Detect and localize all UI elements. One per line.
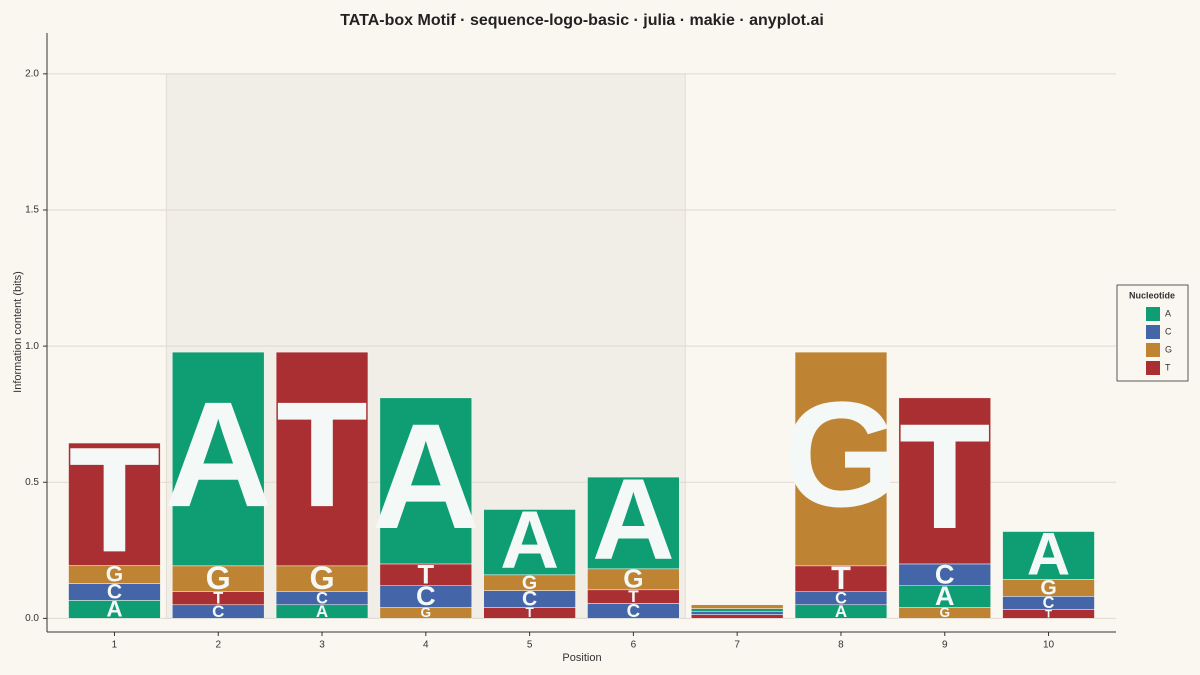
x-tick-label: 1 xyxy=(112,640,118,651)
logo-letter: T xyxy=(69,415,161,583)
logo-segment xyxy=(172,351,265,567)
logo-letter: T xyxy=(525,605,534,620)
logo-letter: G xyxy=(106,562,123,587)
logo-segment xyxy=(794,565,888,592)
logo-letter: A xyxy=(835,602,847,621)
y-tick-label: 0.0 xyxy=(25,613,39,624)
legend-label: T xyxy=(1165,362,1171,372)
logo-letter: G xyxy=(1040,577,1056,600)
legend-swatch xyxy=(1146,343,1160,357)
logo-letter: A xyxy=(935,580,955,611)
logo-segment xyxy=(691,604,784,609)
logo-segment xyxy=(691,611,784,615)
y-axis-label: Information content (bits) xyxy=(12,271,24,393)
legend-swatch xyxy=(1146,307,1160,321)
logo-letter: C xyxy=(107,581,122,604)
logo-letter: G xyxy=(783,370,900,538)
y-tick-label: 1.0 xyxy=(25,341,39,352)
x-tick-label: 6 xyxy=(631,640,637,651)
logo-segment xyxy=(68,442,161,566)
legend-label: A xyxy=(1165,308,1171,318)
logo-letter: C xyxy=(316,589,328,607)
logo-letter: C xyxy=(416,580,436,611)
logo-letter: T xyxy=(899,392,991,560)
logo-segment xyxy=(172,565,265,592)
logo-letter: A xyxy=(1027,520,1070,587)
x-axis-label: Position xyxy=(562,652,601,664)
logo-letter: C xyxy=(212,602,224,621)
logo-segment xyxy=(483,509,576,576)
x-tick-label: 8 xyxy=(838,640,844,651)
logo-letter: C xyxy=(835,589,847,607)
logo-letter: T xyxy=(628,587,639,606)
logo-letter: G xyxy=(939,605,950,620)
logo-letter: T xyxy=(276,370,368,538)
logo-letter: A xyxy=(316,602,328,621)
logo-segment xyxy=(275,565,369,592)
y-tick-label: 2.0 xyxy=(25,68,39,79)
legend-swatch xyxy=(1146,361,1160,375)
logo-letter: C xyxy=(1043,594,1055,612)
logo-segment xyxy=(691,614,784,619)
logo-segment xyxy=(691,608,784,612)
logo-letter: T xyxy=(831,560,851,596)
logo-segment xyxy=(898,397,991,565)
logo-letter: A xyxy=(592,456,675,584)
y-tick-label: 1.5 xyxy=(25,205,39,216)
legend-swatch xyxy=(1146,325,1160,339)
x-tick-label: 3 xyxy=(319,640,325,651)
logo-segment xyxy=(587,476,680,570)
logo-segment xyxy=(1002,531,1095,580)
logo-letter: A xyxy=(106,596,122,621)
legend-label: C xyxy=(1165,326,1172,336)
x-tick-label: 10 xyxy=(1043,640,1055,651)
logo-letter: T xyxy=(1045,608,1052,620)
logo-letter: A xyxy=(372,392,480,560)
logo-letter: G xyxy=(623,564,643,594)
logo-letter: A xyxy=(500,495,559,586)
logo-letter: C xyxy=(627,600,641,621)
logo-letter: G xyxy=(522,572,537,594)
x-tick-label: 7 xyxy=(734,640,740,651)
logo-segment xyxy=(794,351,888,567)
logo-letter: C xyxy=(522,588,537,611)
legend-label: G xyxy=(1165,344,1172,354)
logo-letter: C xyxy=(935,558,955,589)
chart-title: TATA-box Motif · sequence-logo-basic · j… xyxy=(340,12,824,29)
logo-segment xyxy=(379,397,472,565)
logo-segment xyxy=(275,351,369,567)
logo-letter: G xyxy=(421,605,432,620)
logo-letter: T xyxy=(418,558,435,589)
x-tick-label: 4 xyxy=(423,640,429,651)
x-tick-label: 2 xyxy=(215,640,221,651)
logo-letter: T xyxy=(213,589,223,607)
y-tick-label: 0.5 xyxy=(25,477,39,488)
x-tick-label: 9 xyxy=(942,640,948,651)
logo-letter: A xyxy=(164,370,272,538)
legend-title: Nucleotide xyxy=(1129,290,1175,300)
x-tick-label: 5 xyxy=(527,640,533,651)
